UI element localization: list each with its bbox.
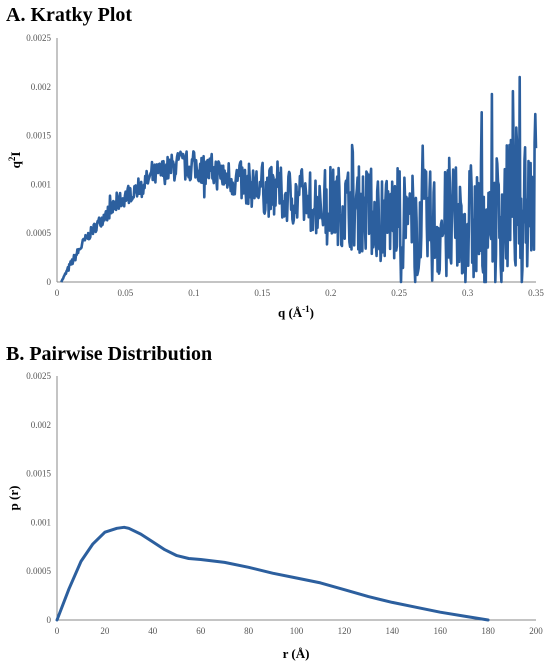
kratky-plot-x-tick-label: 0.3	[462, 288, 474, 298]
kratky-plot-y-tick-label: 0	[47, 277, 52, 287]
pairwise-distribution-x-tick-label: 100	[290, 626, 304, 636]
kratky-plot-title: A. Kratky Plot	[6, 4, 133, 26]
pairwise-distribution-x-tick-label: 140	[386, 626, 400, 636]
pairwise-distribution-y-tick-label: 0.0025	[26, 371, 51, 381]
pairwise-distribution-x-tick-label: 0	[55, 626, 60, 636]
pairwise-distribution-y-tick-label: 0	[47, 615, 52, 625]
pairwise-distribution-x-axis-label: r (Å)	[283, 646, 310, 661]
pairwise-distribution-series-line	[55, 525, 490, 622]
kratky-plot-chart: 0 0.05 0.1 0.15 0.2 0.25 0.3 0.35 0 0.0005 0.001 0.…	[7, 33, 544, 320]
pairwise-distribution-x-tick-label: 20	[100, 626, 110, 636]
kratky-plot-y-tick-label: 0.0015	[26, 131, 51, 141]
pairwise-distribution-y-tick-label: 0.002	[31, 420, 51, 430]
kratky-plot-y-tick-label: 0.002	[31, 82, 51, 92]
kratky-plot-x-tick-label: 0	[55, 288, 60, 298]
kratky-plot-y-tick-label: 0.001	[31, 179, 51, 189]
kratky-plot-series-line	[60, 75, 538, 284]
kratky-plot-x-tick-label: 0.05	[118, 288, 134, 298]
pairwise-distribution-chart: 0 20 40 60 80 100 120 140 160 180 200 0 0.0005 0.001 0…	[6, 371, 543, 661]
pairwise-distribution-x-tick-label: 160	[433, 626, 447, 636]
kratky-plot-x-tick-label: 0.35	[528, 288, 544, 298]
pairwise-distribution-x-tick-label: 200	[529, 626, 543, 636]
kratky-plot-x-tick-label: 0.25	[391, 288, 407, 298]
pairwise-distribution-y-tick-label: 0.001	[31, 517, 51, 527]
pairwise-distribution-x-tick-label: 180	[481, 626, 495, 636]
pairwise-distribution-x-tick-label: 40	[148, 626, 158, 636]
kratky-plot-x-tick-label: 0.1	[188, 288, 199, 298]
pairwise-distribution-x-tick-label: 60	[196, 626, 206, 636]
pairwise-distribution-title: B. Pairwise Distribution	[6, 343, 213, 365]
kratky-plot-x-tick-label: 0.2	[325, 288, 336, 298]
kratky-plot-y-axis-label: q2I	[7, 152, 23, 169]
kratky-plot-x-axis-label: q (Å-1)	[278, 304, 314, 320]
kratky-plot-y-tick-label: 0.0025	[26, 33, 51, 43]
pairwise-distribution-y-axis-label: p (r)	[6, 486, 21, 511]
kratky-plot-x-tick-label: 0.15	[254, 288, 270, 298]
pairwise-distribution-x-tick-label: 120	[338, 626, 352, 636]
pairwise-distribution-y-tick-label: 0.0005	[26, 566, 51, 576]
kratky-plot-y-tick-label: 0.0005	[26, 228, 51, 238]
pairwise-distribution-ticks: 0 20 40 60 80 100 120 140 160 180 200 0 0.0005 0.001 0…	[26, 371, 543, 636]
pairwise-distribution-x-tick-label: 80	[244, 626, 254, 636]
kratky-plot-ticks: 0 0.05 0.1 0.15 0.2 0.25 0.3 0.35 0 0.0005 0.001 0.…	[26, 33, 544, 298]
pairwise-distribution-y-tick-label: 0.0015	[26, 469, 51, 479]
